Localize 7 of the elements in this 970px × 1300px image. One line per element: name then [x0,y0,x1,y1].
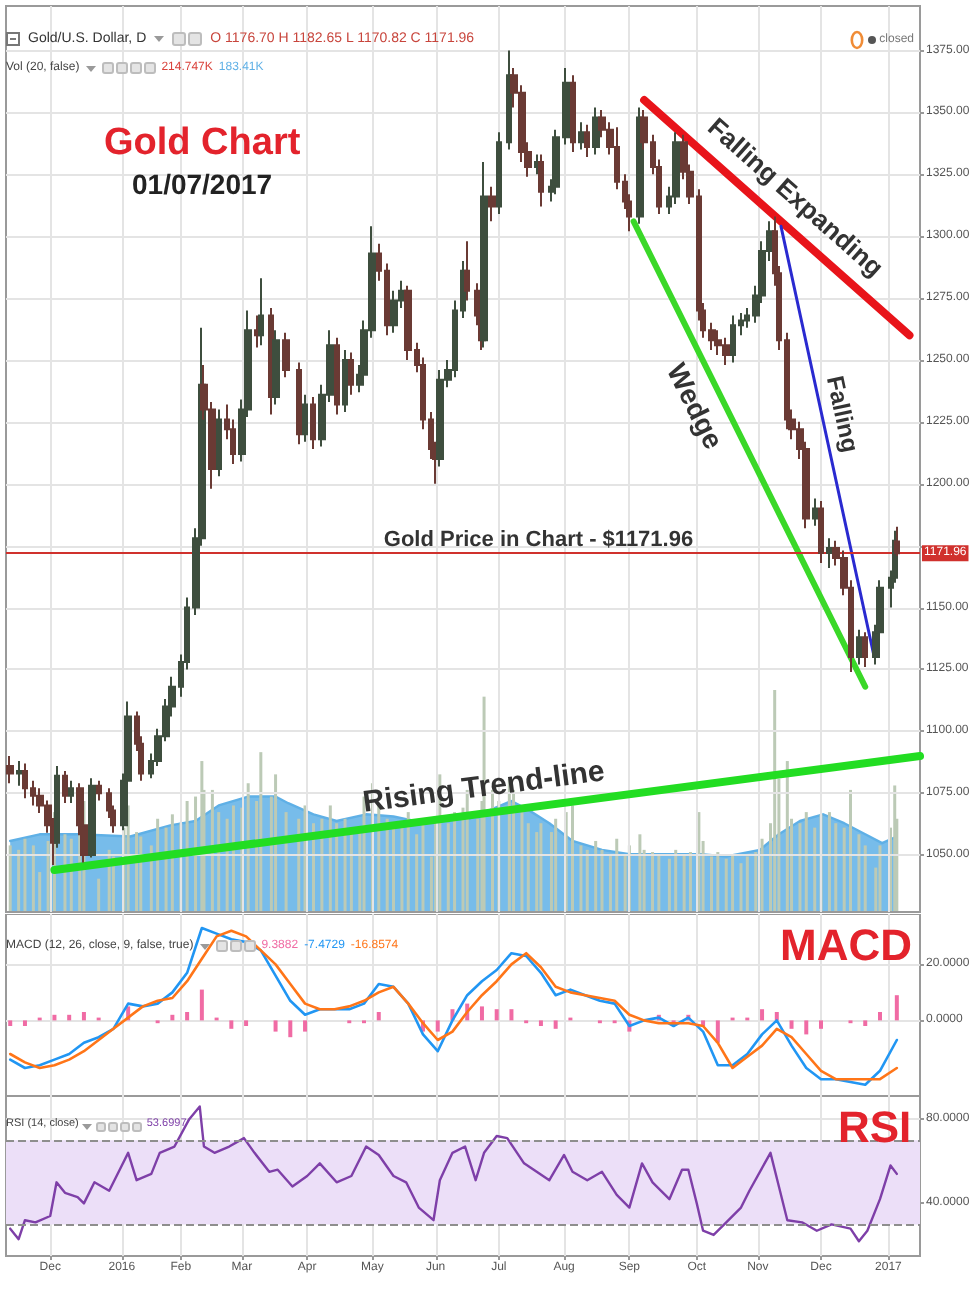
text: 01/07/2017 [132,168,273,201]
annotation: Gold Price in Chart - $1171.96 [383,527,694,552]
text: Rising Trend-line [360,754,607,820]
chart-title: MACD [780,920,912,971]
chart-title: RSI [838,1102,912,1153]
text: Falling [820,374,864,456]
text: Gold Chart [104,122,301,166]
